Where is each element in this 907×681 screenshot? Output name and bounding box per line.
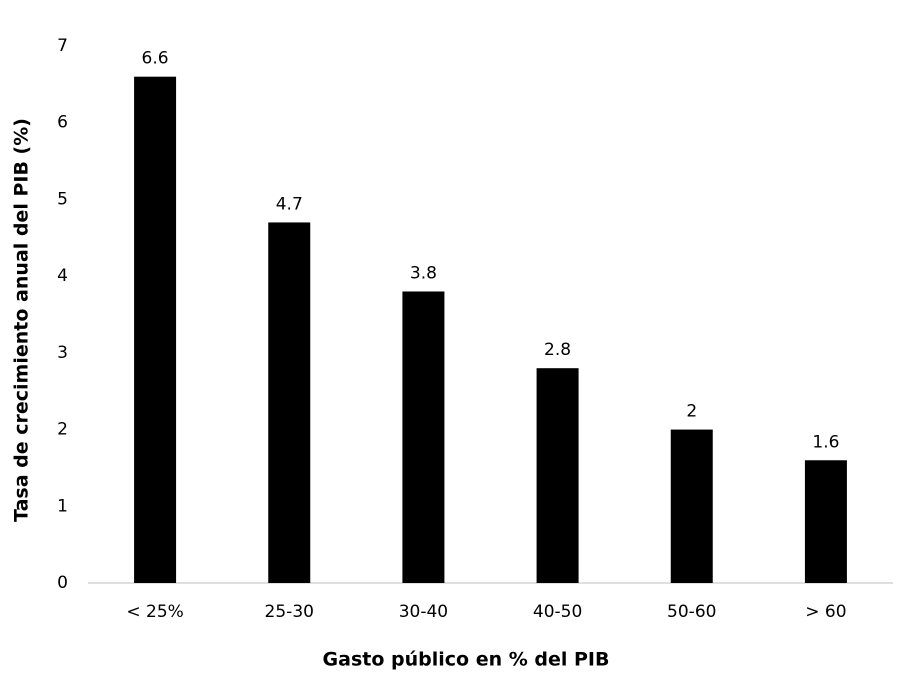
y-tick-label: 0 [57,573,68,593]
y-tick-label: 6 [57,113,68,133]
x-tick-label: > 60 [805,602,846,622]
bar [402,291,445,583]
y-axis-title: Tasa de crecimiento anual del PIB (%) [11,118,33,522]
x-axis-title: Gasto público en % del PIB [323,649,610,671]
x-tick-label: < 25% [126,602,183,622]
y-tick-label: 5 [57,189,68,209]
bar [670,429,713,583]
y-tick-label: 2 [57,420,68,440]
bar [268,222,311,583]
data-label: 2.8 [544,340,571,360]
x-tick-label: 30-40 [399,602,448,622]
bar [536,368,579,583]
y-tick-label: 4 [57,266,68,286]
bar [134,76,177,583]
x-tick-label: 50-60 [667,602,716,622]
y-tick-label: 3 [57,343,68,363]
y-tick-label: 1 [57,496,68,516]
data-label: 2 [686,402,697,422]
y-tick-label: 7 [57,36,68,56]
data-label: 1.6 [812,432,839,452]
bar [804,460,847,583]
data-label: 6.6 [142,49,169,69]
data-label: 3.8 [410,263,437,283]
data-label: 4.7 [276,194,303,214]
x-tick-label: 40-50 [533,602,582,622]
x-tick-label: 25-30 [265,602,314,622]
